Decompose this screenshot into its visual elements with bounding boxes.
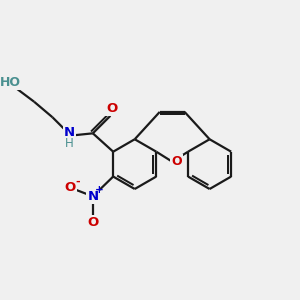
Text: O: O [171,155,182,168]
Text: HO: HO [0,76,20,89]
Text: N: N [87,190,98,203]
Text: N: N [64,126,75,139]
Text: +: + [95,185,103,195]
Text: -: - [76,176,80,186]
Text: O: O [64,182,76,194]
Text: H: H [65,137,74,150]
Text: O: O [106,102,117,115]
Text: O: O [87,216,98,230]
